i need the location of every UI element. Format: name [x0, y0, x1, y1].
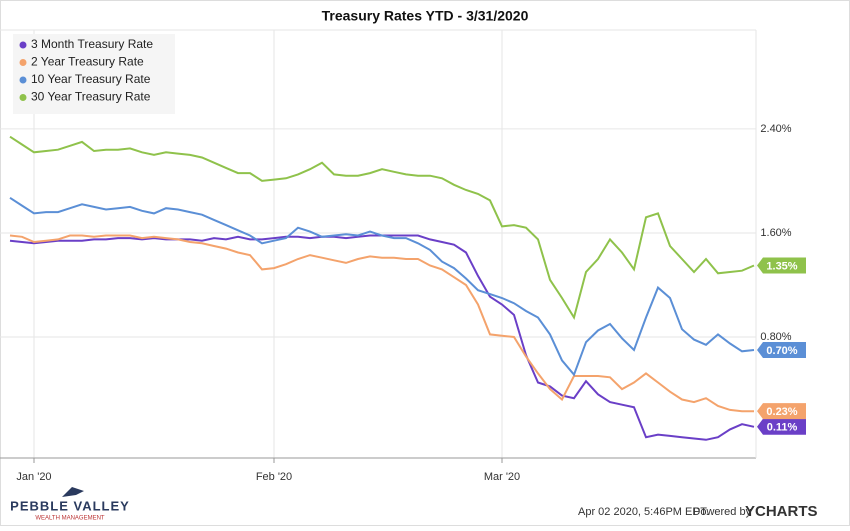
brand: YCHARTS — [745, 503, 818, 520]
series-line — [9, 196, 755, 377]
logo: PEBBLE VALLEY WEALTH MANAGEMENT — [10, 487, 130, 522]
legend-swatch — [19, 94, 27, 101]
legend-label: 10 Year Treasury Rate — [31, 72, 151, 86]
y-tick-label: 2.40% — [760, 123, 791, 135]
end-label: 1.35% — [766, 260, 797, 272]
legend-box — [13, 34, 175, 114]
timestamp: Apr 02 2020, 5:46PM EDT. — [578, 506, 709, 518]
legend-label: 2 Year Treasury Rate — [31, 55, 144, 69]
end-label: 0.11% — [767, 422, 798, 434]
x-tick-label: Jan '20 — [16, 471, 51, 483]
x-tick-label: Mar '20 — [484, 471, 520, 483]
end-label-flag — [757, 342, 806, 359]
end-label-flag — [757, 418, 806, 435]
logo-text: PEBBLE VALLEY — [10, 498, 130, 513]
end-label: 0.70% — [766, 345, 797, 357]
end-label: 0.23% — [766, 406, 797, 418]
logo-icon — [62, 487, 84, 497]
y-tick-label: 1.60% — [760, 227, 791, 239]
powered-by: Powered by — [693, 506, 752, 518]
end-label-flag — [757, 257, 806, 274]
legend-label: 3 Month Treasury Rate — [31, 37, 153, 51]
legend-swatch — [19, 59, 27, 66]
y-tick-label: 0.80% — [760, 331, 791, 343]
legend-label: 30 Year Treasury Rate — [31, 90, 151, 104]
legend-swatch — [19, 41, 27, 49]
legend: 3 Month Treasury Rate 2 Year Treasury Rat… — [13, 34, 175, 114]
logo-subtext: WEALTH MANAGEMENT — [35, 516, 105, 522]
end-label-flag — [757, 403, 806, 420]
series-line — [9, 234, 754, 413]
x-tick-label: Feb '20 — [256, 471, 292, 483]
series-line — [9, 135, 755, 321]
chart-title: Treasury Rates YTD - 3/31/2020 — [322, 8, 529, 24]
legend-swatch — [19, 76, 27, 84]
